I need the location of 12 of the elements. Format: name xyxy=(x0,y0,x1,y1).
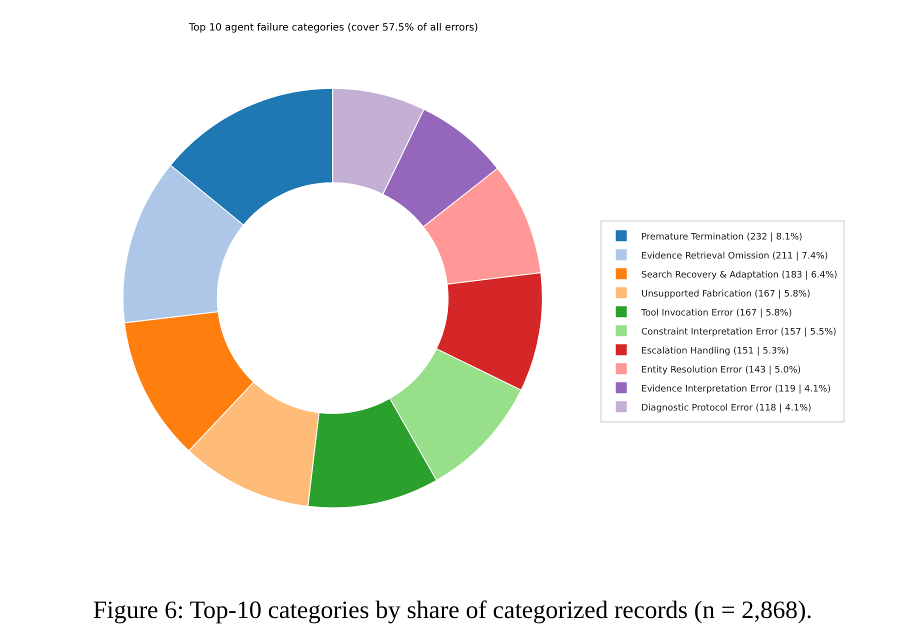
legend-label: Evidence Interpretation Error (119 | 4.1%) xyxy=(641,384,831,394)
chart-title: Top 10 agent failure categories (cover 57.5% of all errors) xyxy=(188,22,478,34)
legend-label: Evidence Retrieval Omission (211 | 7.4%) xyxy=(641,251,828,262)
legend-label: Search Recovery & Adaptation (183 | 6.4%) xyxy=(641,270,838,280)
legend-label: Tool Invocation Error (167 | 5.8%) xyxy=(640,308,792,318)
legend-label: Escalation Handling (151 | 5.3%) xyxy=(641,346,790,356)
legend-label: Unsupported Fabrication (167 | 5.8%) xyxy=(641,289,810,300)
legend-label: Constraint Interpretation Error (157 | 5.5%) xyxy=(641,327,836,338)
caption: Figure 6: Top-10 categories by share of categorized records (n = 2,868). xyxy=(93,597,812,624)
legend-label: Entity Resolution Error (143 | 5.0%) xyxy=(641,365,801,376)
legend-label: Premature Termination (232 | 8.1%) xyxy=(641,232,802,242)
legend-label: Diagnostic Protocol Error (118 | 4.1%) xyxy=(641,403,812,414)
